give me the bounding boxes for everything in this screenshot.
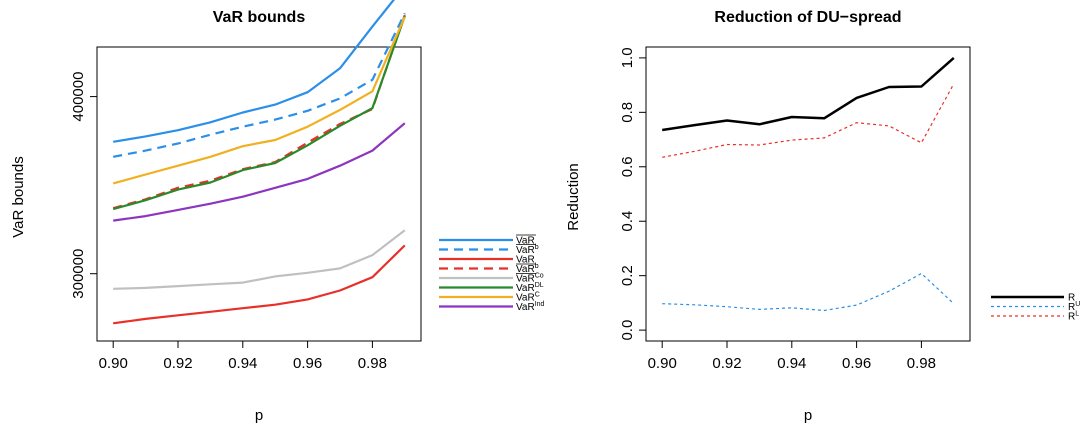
right-x-axis-label: p — [804, 407, 812, 424]
left-panel: VaR bounds 0.90 0.92 0.94 0.96 0.98 300000 400… — [10, 0, 545, 424]
right-x-tick-label: 0.96 — [842, 355, 871, 372]
right-y-tick-label: 0.8 — [619, 102, 636, 123]
left-legend-label-2: VaR — [516, 255, 535, 266]
left-legend-label-5: VaRDL — [516, 282, 544, 294]
left-legend-label-3: VaRb — [516, 263, 539, 275]
left-x-tick-label: 0.90 — [99, 355, 128, 372]
right-y-tick-label: 0.6 — [619, 156, 636, 177]
right-x-tick-label: 0.94 — [777, 355, 806, 372]
left-series-line-2 — [113, 244, 406, 325]
right-panel: Reduction of DU−spread 0.90 0.92 0.94 0.96 0… — [565, 9, 1080, 424]
left-series-line-5 — [112, 15, 406, 211]
right-x-tick-label: 0.98 — [907, 355, 936, 372]
right-y-tick-label: 0.2 — [619, 265, 636, 286]
right-axes: 0.90 0.92 0.94 0.96 0.98 0.0 0.2 0.4 0.6 0.8 1.0 — [619, 47, 936, 372]
left-y-axis-label: VaR bounds — [10, 156, 27, 237]
left-x-tick-label: 0.92 — [163, 355, 192, 372]
left-legend-label-4: VaRCo — [516, 273, 544, 285]
right-y-tick-label: 0.0 — [619, 320, 636, 341]
left-series-line-1 — [112, 12, 406, 158]
left-y-tick-label: 400000 — [70, 72, 87, 122]
right-x-tick-label: 0.90 — [648, 355, 677, 372]
left-x-tick-label: 0.94 — [228, 355, 257, 372]
left-legend-label-6: VaRC — [516, 292, 540, 304]
left-x-axis-label: p — [255, 407, 263, 424]
right-legend-label-2: RL — [1068, 311, 1079, 323]
left-legend-label-1: VaRb — [516, 244, 539, 256]
left-x-tick-label: 0.98 — [358, 355, 387, 372]
left-title: VaR bounds — [213, 9, 306, 26]
left-series-line-7 — [113, 122, 406, 222]
right-series-line-2 — [662, 83, 955, 158]
left-series-line-4 — [113, 229, 406, 290]
right-series-line-1 — [662, 272, 955, 312]
right-title: Reduction of DU−spread — [714, 9, 901, 26]
left-plot-frame — [96, 46, 422, 342]
right-y-axis-label: Reduction — [565, 163, 582, 231]
right-x-tick-label: 0.92 — [712, 355, 741, 372]
right-y-tick-label: 0.4 — [619, 211, 636, 232]
right-legend-label-0: R — [1068, 293, 1075, 304]
right-series-group — [662, 56, 955, 312]
left-series-group — [112, 0, 406, 325]
left-series-line-6 — [112, 16, 406, 185]
left-legend-label-0: VaR — [516, 236, 535, 247]
right-plot-frame — [645, 46, 971, 342]
right-y-tick-label: 1.0 — [619, 47, 636, 68]
right-series-line-0 — [662, 56, 955, 132]
right-legend-label-1: RU — [1068, 301, 1080, 313]
left-axes: 0.90 0.92 0.94 0.96 0.98 300000 400000 — [70, 72, 387, 372]
left-x-tick-label: 0.96 — [293, 355, 322, 372]
left-legend-label-7: VaRInd — [516, 301, 545, 313]
left-series-line-3 — [112, 14, 406, 210]
left-series-line-0 — [113, 0, 395, 143]
left-y-tick-label: 300000 — [70, 249, 87, 299]
